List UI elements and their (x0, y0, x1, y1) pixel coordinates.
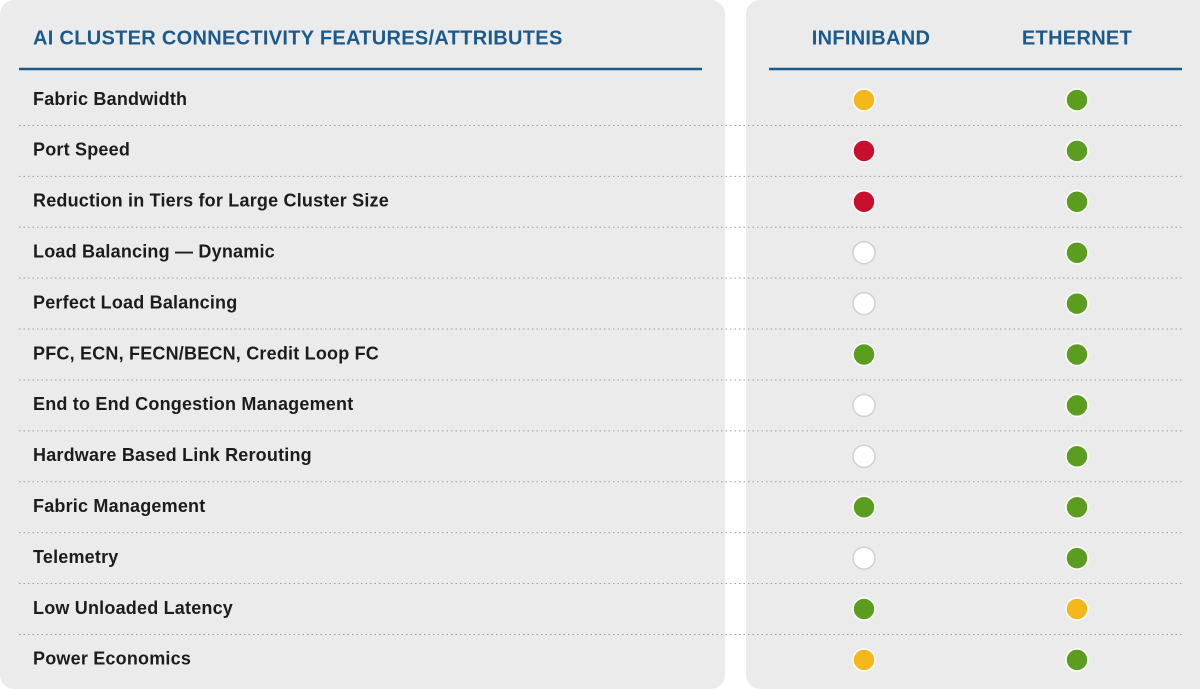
status-dot (1065, 648, 1089, 672)
status-dot (1065, 444, 1089, 469)
feature-label: Telemetry (33, 547, 119, 567)
feature-label: Load Balancing — Dynamic (33, 241, 275, 261)
status-dot (852, 139, 876, 163)
status-dot (852, 444, 876, 469)
feature-label: Fabric Bandwidth (33, 89, 187, 109)
feature-label: End to End Congestion Management (33, 394, 353, 414)
status-dot (852, 393, 876, 418)
status-dot (852, 546, 876, 570)
feature-label: Power Economics (33, 649, 191, 669)
column-header: INFINIBAND (812, 27, 931, 49)
status-dot (1065, 342, 1089, 367)
feature-panel (0, 0, 725, 689)
status-dot (852, 597, 876, 621)
rating-panel (746, 0, 1200, 689)
column-header: ETHERNET (1022, 27, 1132, 49)
status-dot (1065, 597, 1089, 621)
status-dot (1065, 393, 1089, 418)
table-title: AI CLUSTER CONNECTIVITY FEATURES/ATTRIBU… (33, 27, 563, 49)
status-dot (852, 342, 876, 367)
feature-label: Low Unloaded Latency (33, 598, 233, 618)
status-dot (852, 495, 876, 519)
status-dot (852, 190, 876, 214)
status-dot (1065, 495, 1089, 519)
feature-label: Reduction in Tiers for Large Cluster Siz… (33, 191, 389, 211)
status-dot (852, 648, 876, 672)
status-dot (1065, 546, 1089, 570)
status-dot (1065, 240, 1089, 265)
feature-label: Hardware Based Link Rerouting (33, 445, 312, 465)
feature-label: Fabric Management (33, 496, 205, 516)
feature-label: Perfect Load Balancing (33, 292, 237, 312)
status-dot (1065, 139, 1089, 163)
feature-label: PFC, ECN, FECN/BECN, Credit Loop FC (33, 343, 379, 363)
status-dot (852, 88, 876, 112)
status-dot (1065, 190, 1089, 214)
status-dot (852, 291, 876, 316)
status-dot (1065, 88, 1089, 112)
status-dot (1065, 291, 1089, 316)
status-dot (852, 240, 876, 265)
feature-label: Port Speed (33, 140, 130, 160)
